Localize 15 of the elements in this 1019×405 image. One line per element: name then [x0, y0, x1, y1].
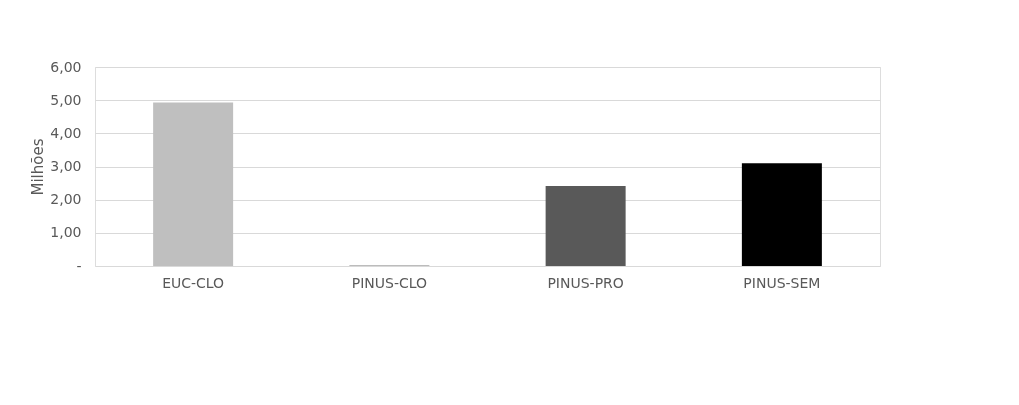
y-tick-label: - [76, 257, 82, 274]
x-tick-label: PINUS-PRO [547, 274, 624, 291]
y-tick-label: 4,00 [50, 124, 82, 141]
y-axis-title: Milhões [29, 138, 48, 196]
y-tick-label: 5,00 [50, 91, 82, 108]
bar [153, 102, 234, 266]
y-tick-label: 6,00 [50, 58, 82, 75]
bar [545, 186, 626, 266]
y-tick-label: 2,00 [50, 191, 82, 208]
y-tick-label: 1,00 [50, 224, 82, 241]
y-tick-label: 3,00 [50, 158, 82, 174]
x-tick-label: PINUS-CLO [351, 274, 428, 291]
x-tick-label: PINUS-SEM [743, 274, 821, 291]
x-tick-label: EUC-CLO [162, 274, 225, 291]
bar [741, 163, 822, 266]
